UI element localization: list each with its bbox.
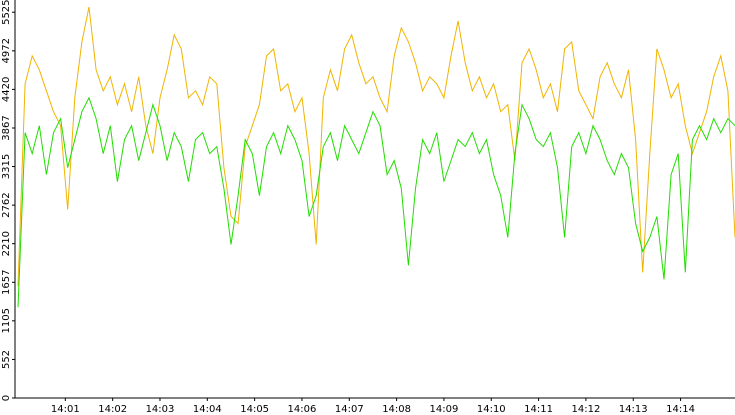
x-tick-label: 14:09 [430, 404, 459, 415]
x-tick-label: 14:03 [146, 404, 175, 415]
y-tick-label: 552 [1, 350, 12, 369]
x-tick-label: 14:04 [193, 404, 222, 415]
y-tick-label: 1105 [1, 308, 12, 333]
y-tick-label: 1657 [1, 270, 12, 295]
x-tick-label: 14:12 [572, 404, 601, 415]
x-tick-label: 14:06 [288, 404, 317, 415]
x-tick-label: 14:13 [619, 404, 648, 415]
x-tick-label: 14:10 [477, 404, 506, 415]
x-tick-label: 14:02 [98, 404, 127, 415]
x-tick-label: 14:05 [240, 404, 269, 415]
x-tick-label: 14:07 [335, 404, 364, 415]
y-tick-label: 4420 [1, 77, 12, 102]
y-tick-label: 2210 [1, 231, 12, 256]
y-tick-label: 5525 [1, 0, 12, 25]
y-tick-label: 4972 [1, 38, 12, 63]
y-tick-label: 0 [1, 395, 12, 401]
series-line [17, 6, 735, 287]
x-tick-label: 14:01 [51, 404, 80, 415]
series-line [17, 96, 735, 308]
y-tick-label: 3315 [1, 154, 12, 179]
x-tick-label: 14:08 [382, 404, 411, 415]
y-tick-label: 3867 [1, 115, 12, 140]
y-tick-label: 2762 [1, 192, 12, 217]
x-tick-label: 14:11 [524, 404, 553, 415]
x-tick-label: 14:14 [666, 404, 695, 415]
